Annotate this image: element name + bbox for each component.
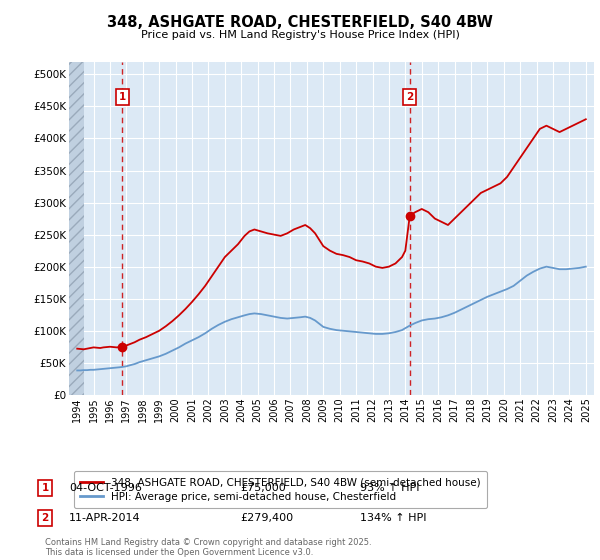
Text: 93% ↑ HPI: 93% ↑ HPI	[360, 483, 419, 493]
Text: 11-APR-2014: 11-APR-2014	[69, 513, 140, 523]
Text: Contains HM Land Registry data © Crown copyright and database right 2025.
This d: Contains HM Land Registry data © Crown c…	[45, 538, 371, 557]
Text: £75,000: £75,000	[240, 483, 286, 493]
Text: 134% ↑ HPI: 134% ↑ HPI	[360, 513, 427, 523]
Text: 2: 2	[406, 92, 413, 101]
Legend: 348, ASHGATE ROAD, CHESTERFIELD, S40 4BW (semi-detached house), HPI: Average pri: 348, ASHGATE ROAD, CHESTERFIELD, S40 4BW…	[74, 471, 487, 508]
Text: 1: 1	[41, 483, 49, 493]
Text: Price paid vs. HM Land Registry's House Price Index (HPI): Price paid vs. HM Land Registry's House …	[140, 30, 460, 40]
Bar	[69, 62, 84, 395]
Text: £279,400: £279,400	[240, 513, 293, 523]
Text: 348, ASHGATE ROAD, CHESTERFIELD, S40 4BW: 348, ASHGATE ROAD, CHESTERFIELD, S40 4BW	[107, 15, 493, 30]
Text: 2: 2	[41, 513, 49, 523]
Text: 1: 1	[119, 92, 126, 101]
Text: 04-OCT-1996: 04-OCT-1996	[69, 483, 142, 493]
